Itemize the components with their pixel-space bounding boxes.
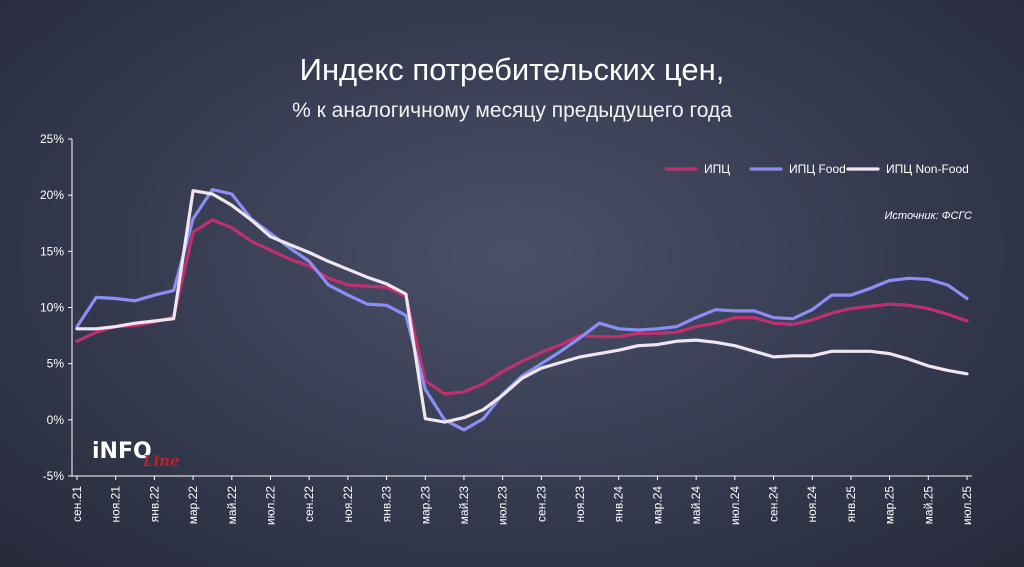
x-tick-label: мар.22 xyxy=(186,486,200,525)
x-tick-label: мар.23 xyxy=(418,486,432,525)
chart-title: Индекс потребительских цен, xyxy=(299,52,725,87)
series-line-2 xyxy=(75,188,969,432)
y-tick-label: -5% xyxy=(43,469,65,483)
y-tick-label: 25% xyxy=(40,132,64,146)
x-tick-label: июл.24 xyxy=(728,486,742,525)
x-tick-label: янв.23 xyxy=(380,486,394,523)
chart-series-lines xyxy=(75,188,969,432)
x-tick-label: май.22 xyxy=(225,486,239,525)
y-tick-label: 15% xyxy=(40,244,64,258)
logo-main-text: iNFO xyxy=(92,439,152,464)
x-tick-label: ноя.23 xyxy=(573,486,587,523)
x-tick-label: янв.22 xyxy=(147,486,161,523)
y-tick-label: 5% xyxy=(47,357,65,371)
series-line-3 xyxy=(75,189,969,424)
x-tick-label: янв.24 xyxy=(612,486,626,523)
x-tick-label: сен.23 xyxy=(534,486,548,522)
legend-label: ИПЦ Non-Food xyxy=(886,162,969,176)
logo-accent-text: Line xyxy=(142,452,180,470)
y-tick-label: 0% xyxy=(47,413,65,427)
y-tick-label: 10% xyxy=(40,301,64,315)
x-tick-label: май.24 xyxy=(689,486,703,525)
infoline-logo: iNFO Line xyxy=(92,439,180,470)
x-tick-label: ноя.24 xyxy=(805,486,819,523)
x-tick-label: июл.22 xyxy=(263,486,277,525)
y-tick-label: 20% xyxy=(40,188,64,202)
x-tick-label: ноя.21 xyxy=(109,486,123,523)
source-note: Источник: ФСГС xyxy=(885,210,973,222)
x-tick-label: ноя.22 xyxy=(341,486,355,523)
legend-label: ИПЦ xyxy=(704,162,730,176)
chart-subtitle: % к аналогичному месяцу предыдущего года xyxy=(292,99,732,122)
legend-label: ИПЦ Food xyxy=(789,162,846,176)
x-tick-label: июл.25 xyxy=(960,486,974,525)
series-line-1 xyxy=(75,218,969,396)
x-tick-label: мар.24 xyxy=(650,486,664,525)
x-tick-label: сен.22 xyxy=(302,486,316,522)
x-tick-label: июл.23 xyxy=(496,486,510,525)
x-tick-label: май.25 xyxy=(921,486,935,525)
x-tick-label: мар.25 xyxy=(883,486,897,525)
x-tick-label: сен.21 xyxy=(70,486,84,522)
chart-axes: -5% 0% 5% 10% 15% 20% 25% сен.21 ноя.21 янв.22 мар… xyxy=(40,132,974,525)
x-tick-label: янв.25 xyxy=(844,486,858,523)
x-tick-label: сен.24 xyxy=(767,486,781,522)
chart-legend: ИПЦ ИПЦ Food ИПЦ Non-Food xyxy=(664,162,969,176)
x-tick-label: май.23 xyxy=(457,486,471,525)
